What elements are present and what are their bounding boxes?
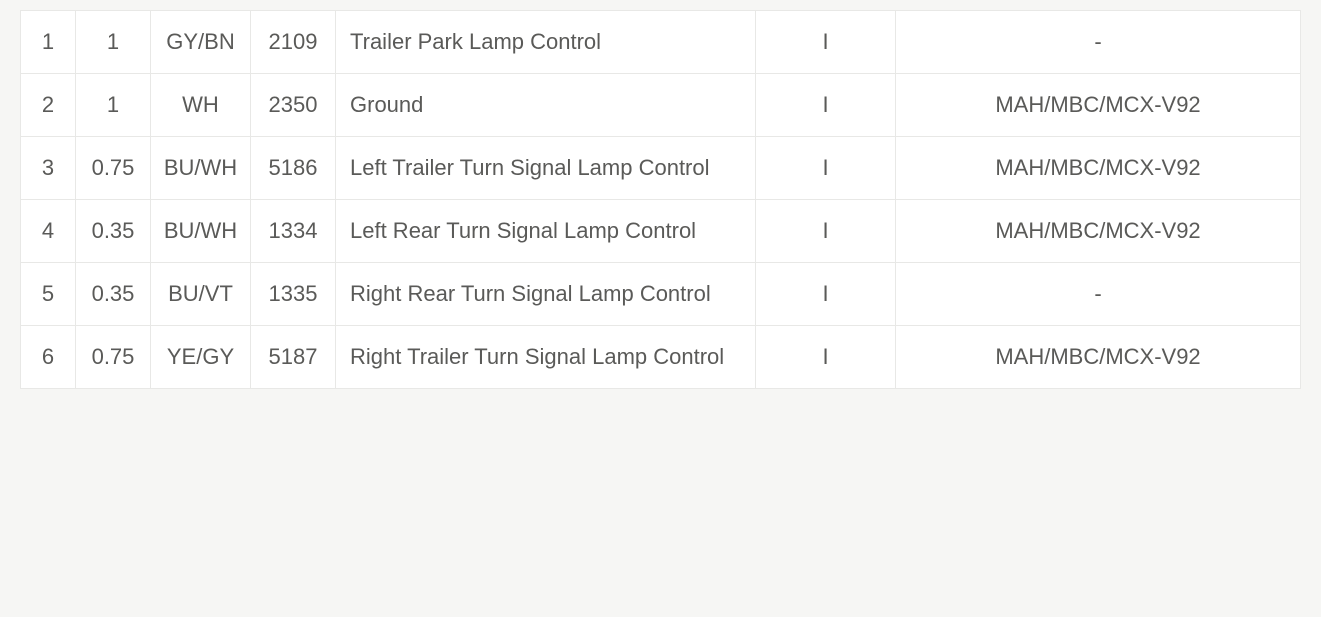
cell-circuit: 1335 [251, 263, 336, 326]
cell-color: GY/BN [151, 11, 251, 74]
cell-size: 1 [76, 74, 151, 137]
cell-color: BU/WH [151, 200, 251, 263]
cell-desc: Left Rear Turn Signal Lamp Control [336, 200, 756, 263]
cell-option: MAH/MBC/MCX-V92 [896, 326, 1301, 389]
cell-type: I [756, 200, 896, 263]
cell-circuit: 2109 [251, 11, 336, 74]
cell-option: MAH/MBC/MCX-V92 [896, 137, 1301, 200]
cell-pin: 4 [21, 200, 76, 263]
cell-size: 0.75 [76, 137, 151, 200]
cell-color: WH [151, 74, 251, 137]
cell-type: I [756, 326, 896, 389]
cell-desc: Trailer Park Lamp Control [336, 11, 756, 74]
cell-option: MAH/MBC/MCX-V92 [896, 74, 1301, 137]
cell-type: I [756, 74, 896, 137]
cell-pin: 1 [21, 11, 76, 74]
table-row: 1 1 GY/BN 2109 Trailer Park Lamp Control… [21, 11, 1301, 74]
wiring-table: 1 1 GY/BN 2109 Trailer Park Lamp Control… [20, 10, 1301, 389]
cell-pin: 5 [21, 263, 76, 326]
cell-desc: Left Trailer Turn Signal Lamp Control [336, 137, 756, 200]
cell-pin: 3 [21, 137, 76, 200]
cell-circuit: 1334 [251, 200, 336, 263]
table-row: 5 0.35 BU/VT 1335 Right Rear Turn Signal… [21, 263, 1301, 326]
cell-option: - [896, 11, 1301, 74]
table-row: 4 0.35 BU/WH 1334 Left Rear Turn Signal … [21, 200, 1301, 263]
cell-size: 0.75 [76, 326, 151, 389]
cell-color: BU/VT [151, 263, 251, 326]
table-row: 3 0.75 BU/WH 5186 Left Trailer Turn Sign… [21, 137, 1301, 200]
cell-desc: Right Trailer Turn Signal Lamp Control [336, 326, 756, 389]
cell-desc: Right Rear Turn Signal Lamp Control [336, 263, 756, 326]
cell-size: 0.35 [76, 263, 151, 326]
cell-type: I [756, 11, 896, 74]
cell-pin: 2 [21, 74, 76, 137]
cell-type: I [756, 263, 896, 326]
cell-color: YE/GY [151, 326, 251, 389]
cell-circuit: 2350 [251, 74, 336, 137]
cell-size: 1 [76, 11, 151, 74]
cell-color: BU/WH [151, 137, 251, 200]
cell-desc: Ground [336, 74, 756, 137]
cell-size: 0.35 [76, 200, 151, 263]
cell-option: - [896, 263, 1301, 326]
table-row: 2 1 WH 2350 Ground I MAH/MBC/MCX-V92 [21, 74, 1301, 137]
cell-option: MAH/MBC/MCX-V92 [896, 200, 1301, 263]
cell-circuit: 5186 [251, 137, 336, 200]
table-row: 6 0.75 YE/GY 5187 Right Trailer Turn Sig… [21, 326, 1301, 389]
cell-type: I [756, 137, 896, 200]
cell-circuit: 5187 [251, 326, 336, 389]
cell-pin: 6 [21, 326, 76, 389]
